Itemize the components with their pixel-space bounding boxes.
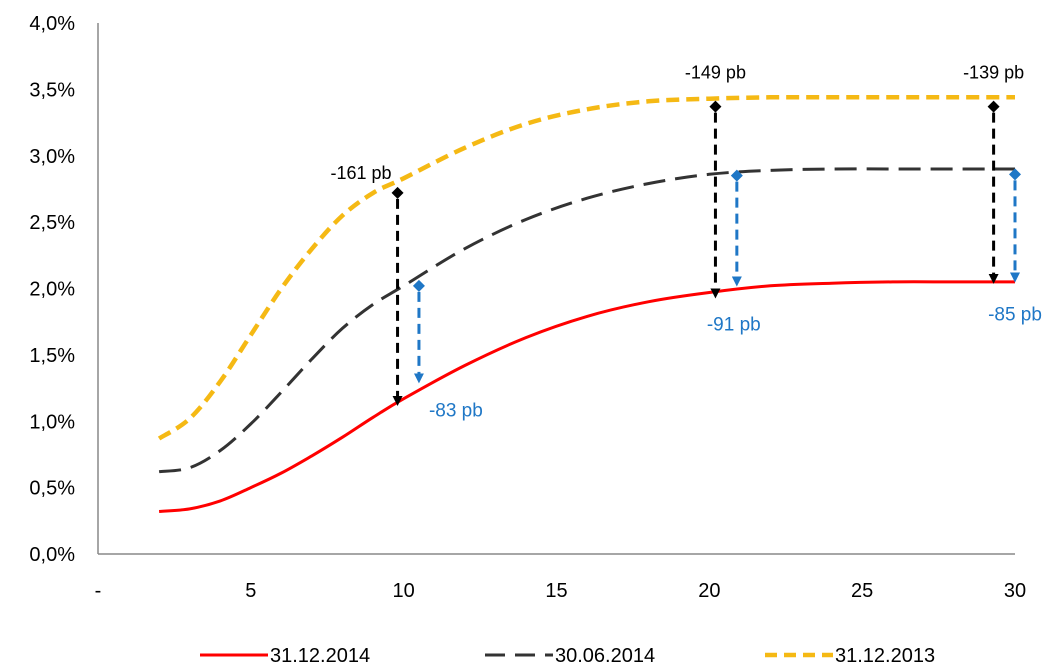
y-tick-label: 0,0% xyxy=(29,544,75,566)
annotations: -161 pb -149 pb -139 pb -83 pb -91 pb -85 pb xyxy=(330,63,1041,422)
arrow-diamond xyxy=(730,169,743,182)
annotation-label: -91 pb xyxy=(707,315,761,336)
annotation-arrow: -161 pb xyxy=(330,163,404,406)
legend-item: 30.06.2014 xyxy=(485,645,655,664)
legend-label: 30.06.2014 xyxy=(555,645,655,664)
annotation-arrow: -85 pb xyxy=(988,168,1042,326)
annotation-arrow: -139 pb xyxy=(963,63,1024,284)
x-tick-label: 5 xyxy=(245,580,256,602)
x-tick-label: - xyxy=(95,580,102,602)
annotation-arrow: -91 pb xyxy=(707,169,761,336)
y-tick-label: 1,0% xyxy=(29,411,75,433)
arrow-diamond xyxy=(709,100,722,113)
arrow-diamond xyxy=(1009,168,1021,181)
annotation-label: -85 pb xyxy=(988,305,1042,326)
x-tick-labels: - 5 10 15 20 25 30 xyxy=(95,580,1026,602)
annotation-label: -139 pb xyxy=(963,63,1024,83)
series-line-30.06.2014 xyxy=(158,167,1015,474)
annotation-label: -149 pb xyxy=(685,63,746,83)
x-tick-label: 15 xyxy=(545,580,567,602)
annotation-label: -83 pb xyxy=(429,400,483,421)
y-tick-labels: 0,0% 0,5% 1,0% 1,5% 2,0% 2,5% 3,0% 3,5% 4,0% xyxy=(29,13,75,566)
y-tick-label: 2,5% xyxy=(29,212,75,234)
series-lines xyxy=(157,94,1015,513)
y-tick-label: 3,0% xyxy=(29,146,75,168)
y-tick-label: 0,5% xyxy=(29,478,75,500)
annotation-label: -161 pb xyxy=(330,163,391,183)
legend-item: 31.12.2013 xyxy=(765,645,935,664)
annotation-arrow: -83 pb xyxy=(412,279,483,421)
series-line-31.12.2014 xyxy=(158,280,1015,513)
legend-label: 31.12.2014 xyxy=(270,645,370,664)
legend-label: 31.12.2013 xyxy=(835,645,935,664)
series-line-31.12.2013 xyxy=(157,94,1015,441)
annotation-arrow: -149 pb xyxy=(685,63,746,299)
arrow-diamond xyxy=(391,186,404,199)
y-tick-label: 2,0% xyxy=(29,279,75,301)
legend-item: 31.12.2014 xyxy=(200,645,370,664)
x-tick-label: 25 xyxy=(851,580,873,602)
axes xyxy=(97,23,1015,555)
x-tick-label: 20 xyxy=(698,580,720,602)
y-tick-label: 4,0% xyxy=(29,13,75,35)
x-tick-label: 30 xyxy=(1004,580,1026,602)
legend: 31.12.2014 30.06.2014 31.12.2013 xyxy=(200,645,935,664)
arrow-diamond xyxy=(412,279,425,292)
x-tick-label: 10 xyxy=(393,580,415,602)
y-tick-label: 3,5% xyxy=(29,79,75,101)
y-tick-label: 1,5% xyxy=(29,345,75,367)
arrow-diamond xyxy=(987,100,1000,113)
